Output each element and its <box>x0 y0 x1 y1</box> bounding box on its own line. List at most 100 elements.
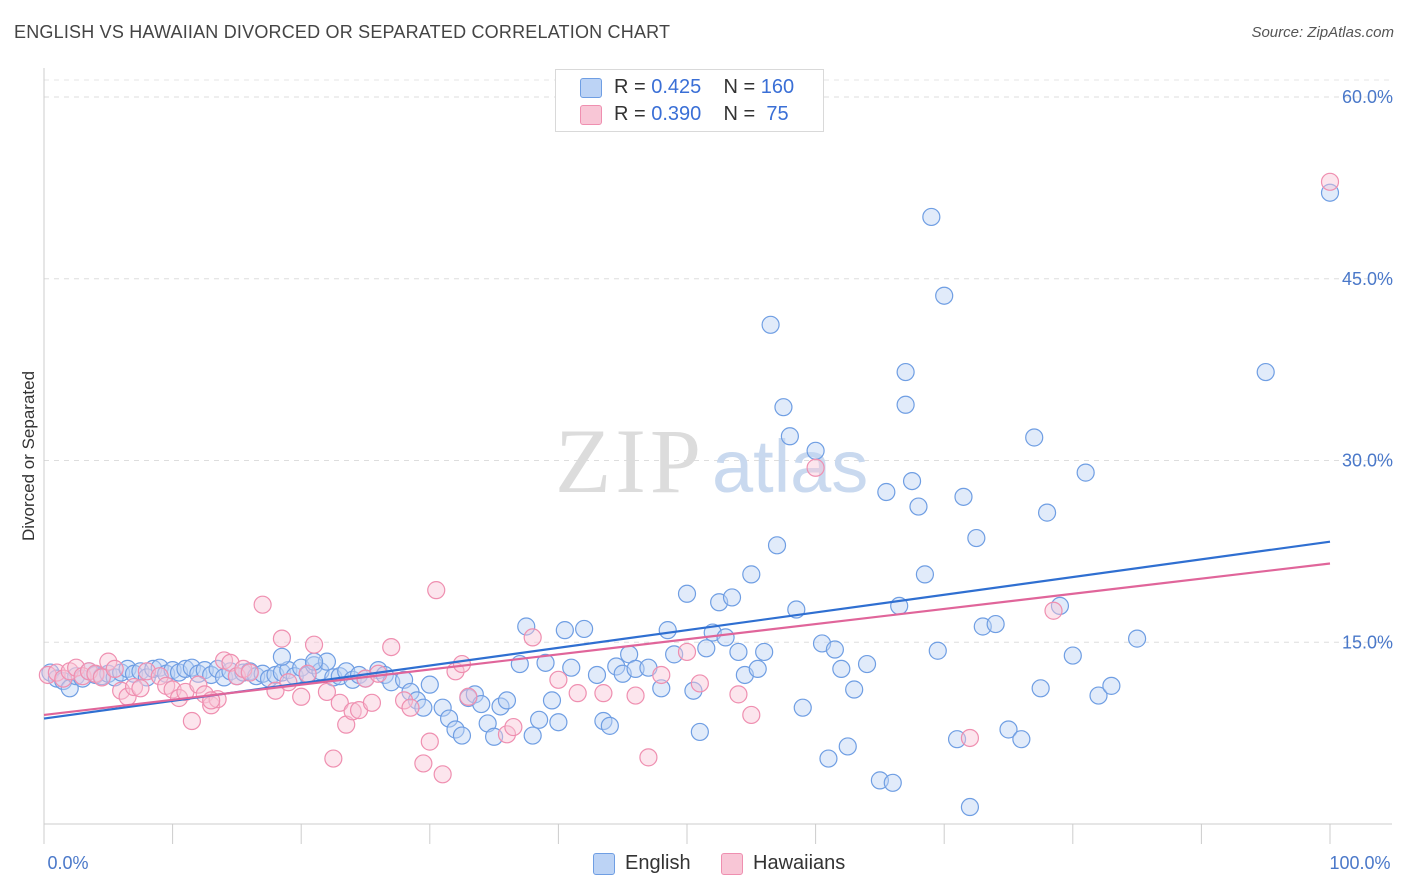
english-point-146 <box>1256 362 1275 382</box>
hawaiians-point-53 <box>433 765 452 784</box>
english-point-124 <box>922 207 941 227</box>
hawaiians-point-2 <box>54 669 73 688</box>
english-point-111 <box>825 640 844 659</box>
english-point-139 <box>1063 646 1082 665</box>
hawaiians-point-67 <box>690 674 709 693</box>
hawaiians-point-33 <box>272 629 292 648</box>
hawaiians-point-49 <box>401 698 420 717</box>
english-point-135 <box>1025 428 1044 447</box>
english-point-71 <box>523 726 542 745</box>
english-point-91 <box>684 681 703 700</box>
english-point-140 <box>1076 463 1095 482</box>
english-point-148 <box>272 647 292 666</box>
hawaiians-point-37 <box>304 635 324 654</box>
y-tick-label-2: 45.0% <box>1342 269 1393 289</box>
hawaiians-point-68 <box>729 685 748 704</box>
hawaiians-point-45 <box>362 693 382 712</box>
english-point-72 <box>530 710 549 729</box>
english-point-92 <box>690 722 709 742</box>
watermark-atlas: atlas <box>712 425 868 508</box>
hawaiians-point-56 <box>459 687 478 706</box>
hawaiians-legend-swatch <box>721 853 743 875</box>
english-point-74 <box>542 691 562 710</box>
hawaiians-point-40 <box>330 693 349 712</box>
hawaiians-point-47 <box>382 637 401 657</box>
hawaiians-point-30 <box>240 663 259 682</box>
hawaiians-point-71 <box>960 728 980 748</box>
english-point-141 <box>1089 686 1108 705</box>
english-point-85 <box>626 659 645 679</box>
hawaiians-point-64 <box>639 748 658 767</box>
english-point-76 <box>555 621 574 640</box>
english-point-114 <box>845 680 864 699</box>
hawaiians-point-9 <box>99 652 118 671</box>
hawaiians-point-48 <box>394 691 414 710</box>
grid-lines <box>44 79 1392 643</box>
hawaiians-point-39 <box>324 749 343 768</box>
hawaiians-point-42 <box>343 702 362 721</box>
hawaiians-point-35 <box>292 687 311 706</box>
english-point-93 <box>697 639 716 658</box>
trend-lines <box>43 540 1331 720</box>
hawaiians-point-31 <box>253 595 272 614</box>
x-tick-label-0: 0.0% <box>47 853 88 873</box>
english-point-58 <box>433 698 452 717</box>
english-point-82 <box>607 657 626 676</box>
english-point-122 <box>909 497 928 516</box>
hawaiians-r-label: R = <box>614 103 652 125</box>
english-point-113 <box>838 737 857 756</box>
hawaiians-point-8 <box>92 668 111 687</box>
watermark-zip: ZIP <box>555 410 705 512</box>
english-point-97 <box>722 588 742 607</box>
english-point-115 <box>857 654 877 674</box>
english-point-75 <box>549 713 568 732</box>
hawaiians-point-21 <box>182 711 201 731</box>
english-point-73 <box>536 653 555 672</box>
source-label: Source: ZipAtlas.com <box>1251 24 1394 41</box>
hawaiians-point-50 <box>414 754 433 773</box>
english-point-81 <box>600 716 619 735</box>
correlation-legend: R = 0.425 N = 160 R = 0.390 N = 75 <box>555 69 824 132</box>
english-n-label: N = <box>723 76 761 98</box>
english-point-127 <box>947 730 967 749</box>
hawaiians-point-52 <box>427 581 446 600</box>
english-point-136 <box>1031 679 1050 698</box>
english-point-43 <box>317 652 337 671</box>
hawaiian-points <box>38 172 1340 784</box>
english-point-88 <box>658 621 677 640</box>
english-point-143 <box>1127 629 1147 648</box>
y-tick-label-3: 60.0% <box>1342 87 1393 107</box>
y-tick-label-0: 15.0% <box>1342 632 1393 652</box>
english-point-59 <box>439 709 459 728</box>
english-r-label: R = <box>614 76 652 98</box>
english-point-79 <box>587 665 607 685</box>
hawaiians-point-63 <box>626 686 645 705</box>
hawaiians-point-38 <box>317 682 337 702</box>
english-point-77 <box>562 658 581 677</box>
english-point-130 <box>967 528 986 548</box>
english-point-128 <box>954 487 973 506</box>
chart-title: ENGLISH VS HAWAIIAN DIVORCED OR SEPARATE… <box>14 22 671 42</box>
hawaiians-point-65 <box>652 665 671 685</box>
english-point-137 <box>1037 503 1057 522</box>
hawaiians-n-value: 75 <box>760 103 789 125</box>
english-point-108 <box>806 441 825 460</box>
english-point-90 <box>677 584 697 603</box>
english-point-125 <box>928 641 947 660</box>
hawaiians-point-36 <box>298 664 317 683</box>
english-point-123 <box>915 565 935 584</box>
english-swatch <box>580 78 602 98</box>
english-point-132 <box>986 614 1005 634</box>
hawaiians-point-73 <box>1320 172 1340 191</box>
english-point-129 <box>960 797 980 817</box>
english-point-101 <box>748 659 767 679</box>
hawaiians-point-13 <box>124 677 144 697</box>
hawaiians-point-72 <box>1044 601 1063 620</box>
hawaiians-point-10 <box>105 659 124 679</box>
english-point-57 <box>420 675 439 694</box>
hawaiians-trend-line <box>43 562 1331 717</box>
english-point-110 <box>819 749 838 768</box>
english-legend-swatch <box>593 853 615 875</box>
english-point-105 <box>780 427 799 446</box>
